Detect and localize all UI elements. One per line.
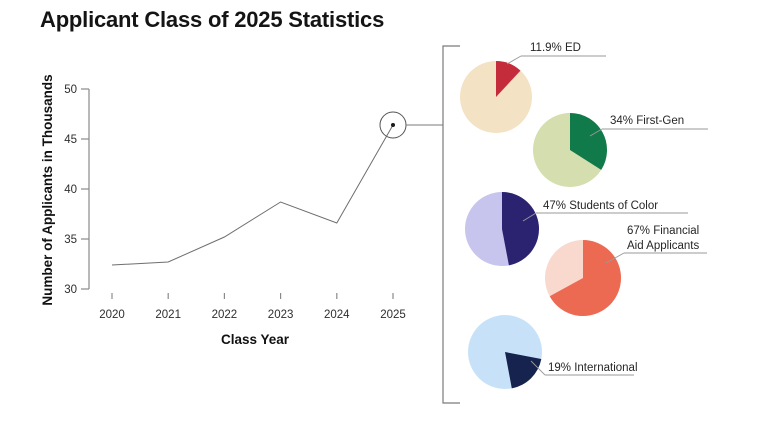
pie-financial-aid-leader-line: [605, 252, 625, 264]
y-tick-label: 50: [64, 84, 77, 96]
x-tick-label: 2024: [324, 309, 350, 321]
pie-ed-slice: [496, 61, 521, 97]
pie-first-gen-leader-line: [589, 128, 603, 137]
pie-ed-label: 11.9% ED: [530, 42, 581, 54]
pie-financial-aid-label: 67% Financial: [627, 225, 699, 237]
x-tick-label: 2022: [212, 309, 238, 321]
x-tick-label: 2023: [268, 309, 294, 321]
x-tick-label: 2020: [99, 309, 125, 321]
pie-ed-leader-line: [506, 55, 522, 65]
y-tick-label: 40: [64, 184, 77, 196]
pie-first-gen-slice: [570, 113, 607, 170]
x-tick-label: 2021: [155, 309, 181, 321]
highlight-point-2025: [391, 123, 395, 127]
x-tick-label: 2025: [380, 309, 406, 321]
pie-international-label: 19% International: [548, 362, 638, 374]
y-tick-label: 45: [64, 134, 77, 146]
detail-bracket: [442, 45, 460, 404]
y-axis-title: Number of Applicants in Thousands: [40, 74, 55, 305]
y-tick-label: 35: [64, 234, 77, 246]
pie-financial-aid-label: Aid Applicants: [627, 240, 699, 252]
applicants-line-series: [111, 124, 394, 266]
pie-financial-aid-slice: [549, 240, 621, 317]
pie-international-leader-line: [530, 360, 546, 376]
pie-students-of-color-slice: [502, 192, 539, 266]
x-axis-title: Class Year: [221, 332, 290, 347]
figure-title: Applicant Class of 2025 Statistics: [40, 7, 385, 32]
pie-students-of-color-leader-line: [522, 212, 537, 222]
pie-international-slice: [505, 352, 542, 389]
pie-students-of-color-label: 47% Students of Color: [543, 200, 658, 212]
y-tick-label: 30: [64, 284, 77, 296]
pie-first-gen-label: 34% First-Gen: [610, 115, 684, 127]
